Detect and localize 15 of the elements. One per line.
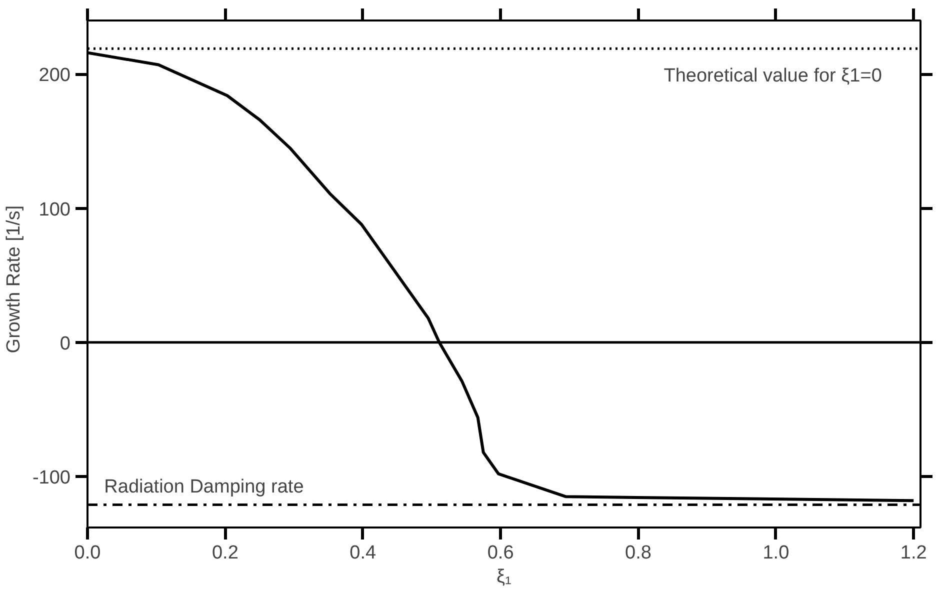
x-tick-label: 0.2 xyxy=(212,542,238,564)
y-tick-label: -100 xyxy=(32,468,71,489)
x-tick-label: 0.6 xyxy=(487,542,514,564)
x-axis-title: ξ₁ xyxy=(496,566,512,588)
x-tick-label: 1.0 xyxy=(762,542,790,564)
y-tick-label: 0 xyxy=(60,333,71,354)
annotation: Theoretical value for ξ1=0 xyxy=(664,66,882,86)
x-tick-label: 0.0 xyxy=(74,542,101,564)
x-tick-label: 1.2 xyxy=(900,542,927,564)
y-tick-label: 200 xyxy=(38,65,70,86)
y-tick-label: 100 xyxy=(38,199,70,220)
annotation: Radiation Damping rate xyxy=(104,476,304,498)
y-axis-title: Growth Rate [1/s] xyxy=(3,205,24,354)
x-tick-label: 0.4 xyxy=(350,542,377,564)
x-tick-label: 0.8 xyxy=(625,542,652,564)
